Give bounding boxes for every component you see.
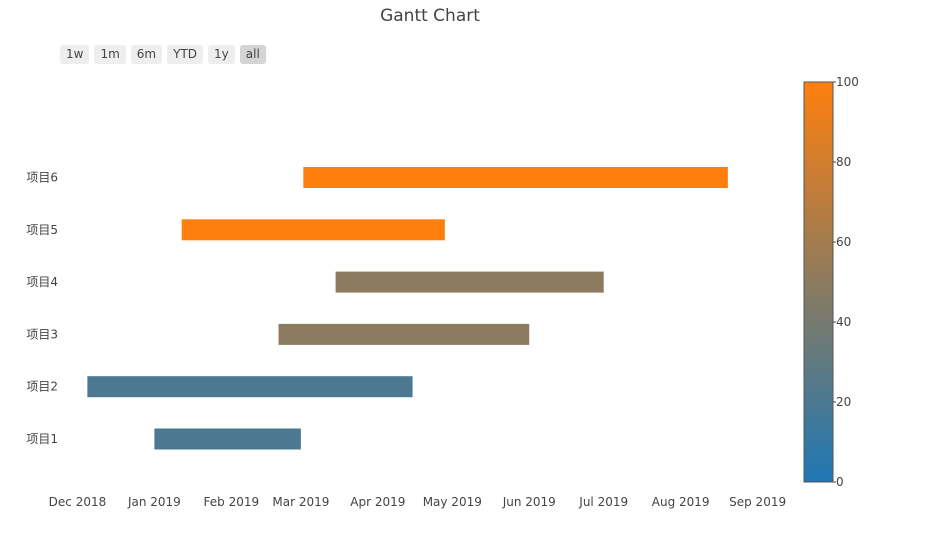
x-tick-label: Dec 2018 [49, 495, 107, 509]
x-tick-label: Apr 2019 [350, 495, 405, 509]
y-tick-label: 项目3 [26, 327, 58, 341]
x-tick-label: May 2019 [423, 495, 482, 509]
task-bar-4[interactable] [335, 271, 604, 293]
range-button-1m[interactable]: 1m [94, 45, 126, 64]
task-bar-6[interactable] [303, 167, 728, 188]
x-tick-label: Jan 2019 [127, 495, 181, 509]
x-tick-label: Mar 2019 [272, 495, 329, 509]
y-tick-label: 项目5 [26, 223, 58, 237]
colorbar-tick-label: 40 [836, 315, 851, 329]
colorbar-tick-label: 20 [836, 395, 851, 409]
colorbar-tick-label: 80 [836, 155, 851, 169]
x-tick-label: Sep 2019 [729, 495, 786, 509]
task-bar-5[interactable] [181, 219, 445, 241]
task-bar-3[interactable] [278, 323, 530, 345]
colorbar-gradient [803, 81, 834, 483]
y-tick-label: 项目1 [26, 432, 58, 446]
colorbar-tick-label: 100 [836, 75, 859, 89]
range-button-all[interactable]: all [239, 45, 266, 64]
y-tick-label: 项目6 [26, 171, 58, 185]
chart-title: Gantt Chart [380, 6, 480, 26]
y-axis: 项目1 项目2 项目3 项目4 项目5 项目6 [26, 171, 58, 447]
colorbar-tick-label: 60 [836, 235, 851, 249]
range-button-1y[interactable]: 1y [208, 45, 235, 64]
colorbar: 0 20 40 60 80 100 [803, 75, 859, 489]
x-tick-label: Jun 2019 [502, 495, 556, 509]
colorbar-tick-label: 0 [836, 475, 844, 489]
y-tick-label: 项目4 [26, 275, 58, 289]
range-button-1w[interactable]: 1w [60, 45, 90, 64]
task-bar-1[interactable] [154, 428, 301, 450]
y-tick-label: 项目2 [26, 380, 58, 394]
x-axis: Dec 2018 Jan 2019 Feb 2019 Mar 2019 Apr 2019… [49, 495, 786, 509]
x-tick-label: Feb 2019 [204, 495, 260, 509]
plot-area [87, 167, 728, 450]
task-bar-2[interactable] [87, 376, 413, 398]
range-button-ytd[interactable]: YTD [167, 45, 204, 64]
x-tick-label: Aug 2019 [652, 495, 710, 509]
range-button-6m[interactable]: 6m [130, 45, 163, 64]
x-tick-label: Jul 2019 [578, 495, 628, 509]
range-selector: 1w 1m 6m YTD 1y all [60, 45, 266, 64]
